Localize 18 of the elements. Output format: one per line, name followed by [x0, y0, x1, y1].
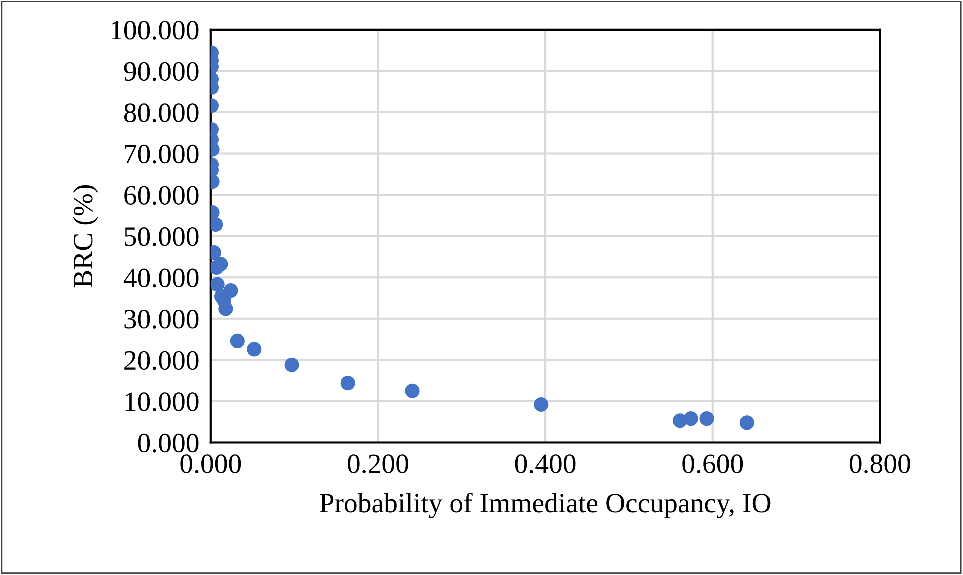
y-tick-label: 40.000: [124, 268, 199, 288]
y-tick-label: 30.000: [124, 310, 199, 329]
y-tick-label: 60.000: [124, 186, 199, 206]
x-tick-label: 0.800: [850, 454, 910, 474]
x-tick-label: 0.600: [682, 454, 744, 474]
y-tick-label: 0.000: [138, 434, 199, 453]
x-axis-title: Probability of Immediate Occupancy, IO: [320, 492, 771, 518]
x-tick-label: 0.400: [515, 454, 576, 474]
y-tick-label: 20.000: [124, 351, 199, 370]
x-tick-label: 0.200: [348, 454, 408, 474]
x-tick-label: 0.000: [180, 454, 242, 474]
y-tick-label: 90.000: [124, 62, 199, 82]
y-tick-label: 70.000: [125, 144, 199, 164]
y-axis-title: BRC (%): [73, 185, 98, 288]
y-tick-label: 50.000: [125, 227, 199, 246]
y-tick-label: 100.000: [112, 21, 199, 40]
y-tick-label: 10.000: [126, 392, 199, 412]
y-tick-label: 80.000: [124, 104, 199, 123]
